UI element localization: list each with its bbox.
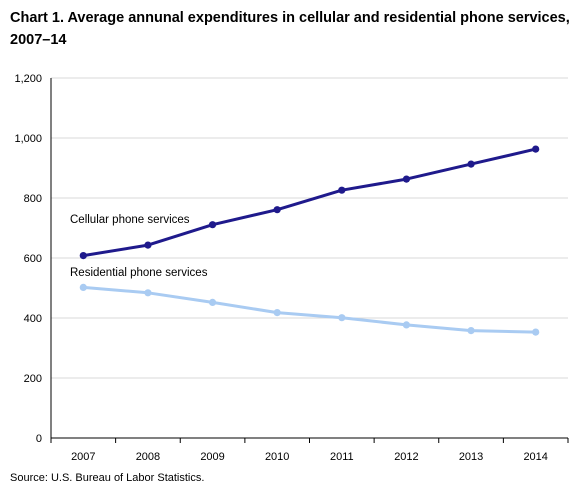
x-tick-label: 2012 — [394, 451, 418, 463]
series-label-cellular: Cellular phone services — [70, 214, 190, 226]
data-point — [79, 252, 87, 260]
x-tick-label: 2009 — [200, 451, 224, 463]
line-chart: 0 200 400 600 800 1,000 1,200 2007 2008 2009 2010 2… — [14, 73, 569, 463]
data-point — [208, 298, 217, 306]
y-tick-label: 1,200 — [14, 73, 42, 85]
data-point — [402, 321, 411, 329]
chart-title: Chart 1. Average annunal expenditures in… — [10, 10, 570, 48]
series-line-residential — [81, 285, 538, 334]
gridlines — [51, 77, 568, 379]
x-tick-label: 2011 — [330, 451, 354, 463]
y-tick-label: 1,000 — [14, 133, 42, 145]
data-point — [532, 328, 540, 336]
data-point — [402, 175, 411, 183]
x-tick-label: 2008 — [136, 451, 160, 463]
y-tick-label: 800 — [24, 193, 42, 205]
series — [79, 145, 540, 336]
series-labels: Cellular phone services Residential phone… — [70, 214, 208, 279]
series-label-residential: Residential phone services — [70, 267, 208, 279]
data-point — [532, 145, 540, 153]
data-point — [467, 327, 475, 335]
x-tick-label: 2014 — [523, 451, 547, 463]
data-point — [273, 309, 281, 317]
y-tick-label: 400 — [24, 313, 42, 325]
data-point — [467, 160, 475, 168]
data-point — [273, 206, 281, 214]
y-tick-label: 600 — [24, 253, 42, 265]
y-tick-label: 0 — [36, 433, 42, 445]
data-point — [144, 289, 152, 297]
series-line-cellular — [81, 147, 538, 258]
data-point — [79, 283, 87, 291]
data-point — [338, 186, 346, 194]
source-note: Source: U.S. Bureau of Labor Statistics. — [10, 472, 205, 484]
data-point — [338, 314, 346, 322]
data-point — [144, 241, 152, 249]
x-tick-label: 2010 — [265, 451, 289, 463]
x-tick-label: 2007 — [71, 451, 95, 463]
axes: 0 200 400 600 800 1,000 1,200 2007 2008 2009 2010 2… — [14, 73, 569, 463]
y-tick-label: 200 — [24, 373, 42, 385]
x-tick-label: 2013 — [459, 451, 483, 463]
data-point — [208, 221, 217, 229]
